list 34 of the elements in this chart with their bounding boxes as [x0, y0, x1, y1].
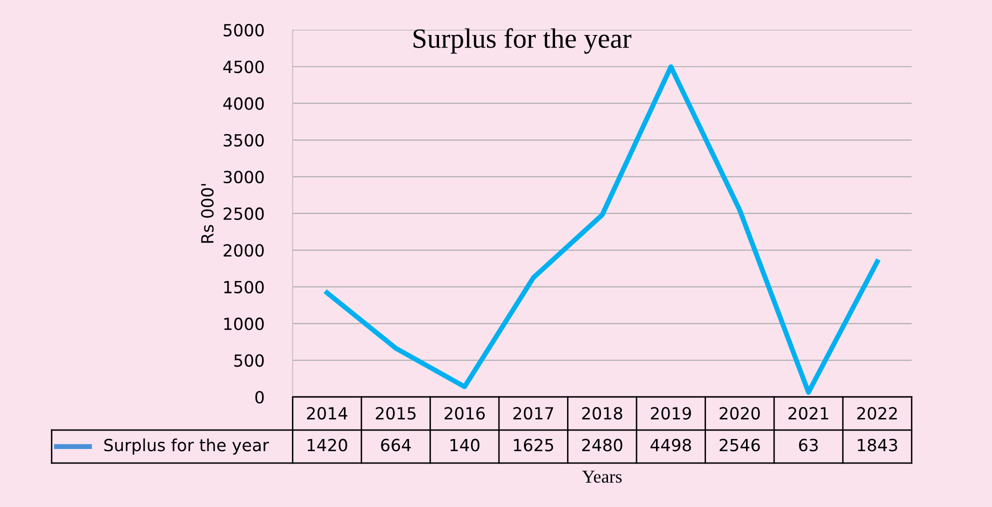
x-tick-label: 2019 — [650, 406, 691, 420]
x-tick-label: 2021 — [788, 406, 828, 420]
x-tick-label: 2018 — [582, 406, 622, 420]
data-label: 2480 — [582, 438, 622, 452]
data-label: 140 — [450, 438, 480, 452]
x-tick-label: 2020 — [720, 406, 760, 420]
y-tick-label: 5000 — [224, 24, 264, 36]
data-label: 1420 — [308, 438, 348, 452]
y-tick-label: 1000 — [224, 318, 264, 330]
data-label: 1625 — [514, 438, 554, 452]
y-tick-label: 3500 — [224, 134, 264, 147]
data-label: 2546 — [720, 438, 760, 452]
data-label: 4498 — [650, 438, 691, 452]
line-series — [324, 64, 880, 395]
y-tick-label: 0 — [255, 390, 264, 404]
y-tick-label: 4500 — [223, 60, 264, 74]
y-tick-label: 2000 — [224, 244, 264, 257]
y-tick-label: 4000 — [223, 97, 264, 110]
y-tick-label: 2500 — [224, 207, 264, 220]
x-tick-label: 2017 — [513, 406, 554, 420]
text: Surplus for the year — [104, 438, 270, 455]
y-tick-label: 1500 — [224, 280, 264, 294]
x-tick-label: 2014 — [307, 406, 348, 420]
x-tick-label: 2022 — [857, 406, 897, 420]
data-label: 664 — [381, 438, 411, 452]
x-axis-title: Years — [582, 470, 622, 483]
y-tick-label: 500 — [234, 354, 264, 367]
x-tick-label: 2016 — [444, 406, 485, 420]
y-tick-label: 3000 — [224, 170, 264, 184]
y-axis-title: Rs 000' — [201, 184, 214, 243]
x-tick-label: 2015 — [376, 406, 416, 420]
chart-title: Surplus for the year — [414, 28, 632, 54]
data-label: 63 — [799, 438, 818, 452]
data-label: 1843 — [858, 438, 898, 452]
